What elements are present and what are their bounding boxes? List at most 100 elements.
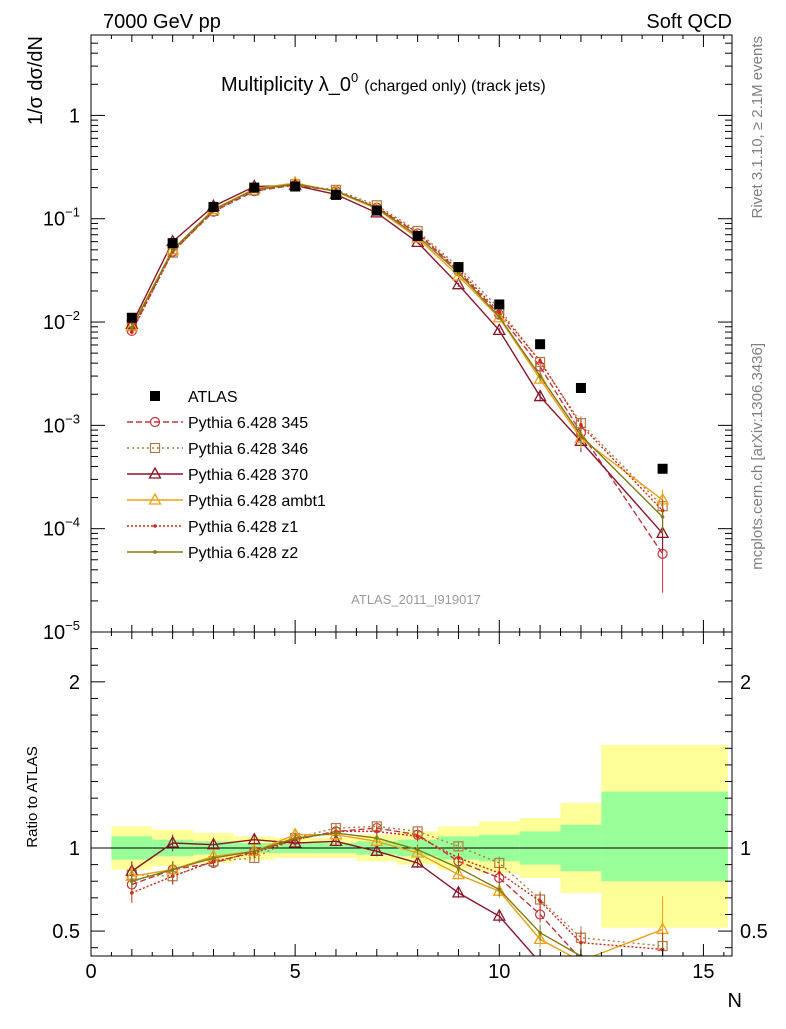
legend-label: Pythia 6.428 370 bbox=[188, 467, 308, 484]
series-4-point bbox=[130, 330, 134, 334]
y-tick-label: 10−4 bbox=[43, 515, 80, 541]
legend-marker bbox=[149, 442, 161, 454]
y-tick-exponent: −2 bbox=[65, 308, 80, 323]
main-title-text: Multiplicity λ_0 bbox=[221, 74, 351, 96]
process-label: Soft QCD bbox=[646, 11, 732, 33]
ratio-series-2-point bbox=[166, 835, 180, 848]
legend-marker bbox=[148, 466, 162, 479]
main-title-superscript: 0 bbox=[351, 70, 358, 85]
series-5-point bbox=[660, 515, 665, 519]
atlas-point bbox=[575, 382, 586, 393]
x-tick-label: 10 bbox=[488, 961, 510, 983]
series-5-point bbox=[170, 248, 175, 252]
ratio-series-2-point bbox=[411, 855, 425, 868]
ratio-series-5-point bbox=[538, 930, 542, 935]
ratio-series-4-point bbox=[497, 871, 502, 875]
series-3-point bbox=[166, 242, 180, 255]
main-title-tail: (charged only) (track jets) bbox=[364, 78, 545, 95]
ratio-series-4-point bbox=[579, 940, 583, 945]
ratio-y-tick-label: 2 bbox=[69, 672, 80, 694]
ratio-data bbox=[125, 821, 670, 956]
series-4-point bbox=[579, 423, 583, 428]
ratio-series-4-point bbox=[130, 891, 134, 895]
analysis-label: ATLAS_2011_I919017 bbox=[351, 592, 481, 607]
ratio-series-5-point bbox=[497, 887, 502, 892]
series-1-point bbox=[535, 356, 546, 368]
ratio-series-1-point bbox=[453, 841, 464, 852]
legend-marker bbox=[148, 492, 162, 505]
ratio-y-tick-label-right: 2 bbox=[740, 672, 751, 694]
ratio-y-tick-label-right: 0.5 bbox=[740, 921, 768, 943]
atlas-point bbox=[330, 189, 341, 200]
y-tick-exponent: −4 bbox=[65, 515, 80, 530]
ratio-series-3-point bbox=[370, 834, 384, 847]
atlas-point bbox=[453, 262, 464, 273]
y-axis-label: 1/σ dσ/dN bbox=[25, 36, 47, 125]
ratio-series-2-point bbox=[206, 837, 221, 850]
x-axis-label: N bbox=[728, 990, 742, 1012]
ratio-series-3-point bbox=[411, 845, 425, 858]
y-tick-label: 10−1 bbox=[43, 205, 80, 231]
series-4-point bbox=[497, 310, 502, 314]
legend: ATLAS Pythia 6.428 345 Pythia 6.428 346 Pyt… bbox=[127, 389, 326, 562]
atlas-point bbox=[126, 312, 137, 323]
series-5-point bbox=[579, 433, 583, 438]
legend-label: Pythia 6.428 z1 bbox=[188, 519, 298, 536]
atlas-point bbox=[249, 182, 260, 193]
series-5-point bbox=[538, 374, 542, 378]
atlas-point bbox=[657, 463, 668, 474]
ratio-series-5-point bbox=[415, 847, 420, 852]
ratio-series-2-point bbox=[492, 908, 506, 921]
y-tick-exponent: −1 bbox=[65, 205, 80, 220]
legend-marker bbox=[153, 524, 157, 528]
main-data bbox=[125, 175, 670, 593]
ratio-y-tick-label: 1 bbox=[69, 838, 80, 860]
ratio-bands bbox=[91, 744, 732, 928]
ratio-y-tick-label-right: 1 bbox=[740, 838, 751, 860]
legend-atlas-label: ATLAS bbox=[188, 389, 238, 406]
ratio-frame bbox=[90, 631, 733, 957]
legend-marker bbox=[149, 416, 161, 428]
ratio-series-4-point bbox=[415, 834, 420, 839]
series-3-point bbox=[533, 371, 547, 384]
main-panel: 1/σ dσ/dN Multiplicity λ_00 (charged only… bbox=[25, 36, 670, 607]
ratio-series-2-point bbox=[370, 843, 384, 856]
y-tick-label: 10−3 bbox=[43, 411, 80, 437]
main-title: Multiplicity λ_00 (charged only) (track j… bbox=[221, 70, 546, 96]
legend-atlas-marker bbox=[150, 391, 160, 401]
y-tick-base: 10 bbox=[43, 622, 65, 644]
series-2-point bbox=[655, 526, 670, 539]
ratio-series-5-point bbox=[374, 836, 379, 840]
legend-label: Pythia 6.428 ambt1 bbox=[188, 493, 326, 510]
series-2-point bbox=[451, 277, 466, 290]
atlas-point bbox=[208, 201, 219, 212]
legend-label: Pythia 6.428 346 bbox=[188, 441, 308, 458]
ratio-series-4-point bbox=[538, 899, 542, 903]
legend-label: Pythia 6.428 z2 bbox=[188, 545, 298, 562]
series-3-point bbox=[492, 310, 506, 323]
y-tick-base: 10 bbox=[43, 312, 65, 334]
ratio-series-5-point bbox=[293, 836, 297, 840]
atlas-point bbox=[167, 238, 178, 249]
ratio-panel: Ratio to ATLAS N bbox=[24, 744, 742, 1012]
ratio-series-4-point bbox=[374, 829, 379, 834]
x-tick-label: 5 bbox=[290, 961, 301, 983]
ratio-series-5-point bbox=[130, 879, 134, 884]
series-4-point bbox=[538, 359, 542, 363]
x-tick-label: 0 bbox=[85, 961, 96, 983]
atlas-point bbox=[535, 339, 546, 350]
mcplots-label: mcplots.cern.ch [arXiv:1306.3436] bbox=[749, 343, 766, 570]
ratio-y-tick-label: 0.5 bbox=[52, 921, 80, 943]
atlas-point bbox=[412, 231, 423, 242]
ratio-series-2-point bbox=[247, 832, 261, 845]
ratio-series-2-point bbox=[288, 835, 302, 848]
ratio-series-5-point bbox=[211, 856, 216, 860]
series-2-point bbox=[492, 323, 506, 336]
rivet-label: Rivet 3.1.10, ≥ 2.1M events bbox=[749, 36, 766, 219]
ratio-series-5-point bbox=[170, 867, 175, 872]
ratio-series-2-point bbox=[329, 834, 343, 847]
series-4-line bbox=[131, 183, 664, 511]
